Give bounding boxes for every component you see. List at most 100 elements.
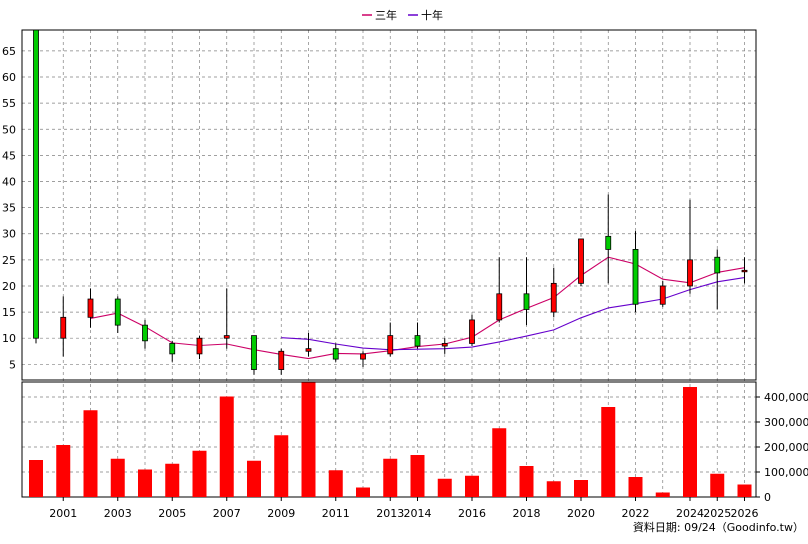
year-tick-label: 2011 — [322, 507, 350, 520]
price-tick-label: 30 — [2, 228, 16, 241]
volume-bar — [465, 475, 479, 497]
price-tick-label: 60 — [2, 71, 16, 84]
candle-body — [414, 335, 421, 347]
volume-tick-label: 0 — [764, 491, 771, 504]
price-tick-label: 65 — [2, 45, 16, 58]
volume-bar — [165, 463, 180, 497]
year-tick-label: 2024 — [676, 507, 704, 520]
candle-body — [578, 238, 584, 284]
candle-body — [632, 249, 639, 305]
year-axis-ticks: 2001 2003 2005 2007 2009 2011 2013 2014 2016 2018… — [49, 497, 759, 520]
candle-body — [360, 353, 366, 360]
volume-bar — [356, 487, 370, 497]
year-tick-label: 2026 — [731, 507, 759, 520]
candle-body — [523, 293, 530, 310]
volume-bar — [492, 428, 507, 497]
legend: 三年 十年 — [362, 8, 443, 22]
legend-label: 三年 — [375, 8, 397, 22]
volume-tick-label: 100,000 — [764, 466, 808, 479]
volume-axis-ticks: 0 100,000 200,000 300,000 400,000 — [756, 391, 808, 504]
candle-body — [33, 29, 39, 339]
plot-frame — [21, 29, 757, 498]
candle-body — [60, 316, 67, 339]
candle-body — [305, 348, 312, 352]
candle-body — [741, 269, 748, 273]
volume-bar — [83, 410, 98, 497]
year-tick-label: 2005 — [158, 507, 186, 520]
volume-bar — [574, 480, 588, 497]
price-tick-label: 55 — [2, 97, 16, 110]
price-tick-label: 45 — [2, 149, 16, 162]
candle-body — [469, 319, 475, 344]
price-axis-ticks: 5 10 15 20 25 30 35 40 45 50 55 60 65 — [2, 45, 16, 371]
candle-body — [714, 256, 721, 274]
candle-body — [196, 337, 203, 355]
candle-body — [496, 293, 503, 321]
year-tick-label: 2009 — [267, 507, 295, 520]
volume-bar — [247, 460, 261, 497]
candle-body — [114, 298, 121, 326]
volume-bar — [274, 435, 289, 497]
year-tick-label: 2013 — [376, 507, 404, 520]
volume-bar — [737, 484, 752, 497]
volume-bar — [110, 458, 125, 497]
candle-body — [142, 324, 148, 342]
candle-body — [169, 343, 176, 355]
volume-bar — [301, 382, 316, 497]
year-tick-label: 2001 — [49, 507, 77, 520]
volume-bar — [410, 455, 425, 497]
volume-bar — [219, 396, 234, 497]
price-tick-label: 40 — [2, 175, 16, 188]
volume-bar — [56, 445, 71, 497]
price-tick-label: 10 — [2, 332, 16, 345]
volume-tick-label: 300,000 — [764, 416, 808, 429]
volume-bar — [601, 407, 616, 497]
volume-bar — [437, 478, 452, 497]
candle-body — [87, 298, 94, 318]
grid-lines — [22, 30, 756, 498]
candle-body — [278, 350, 285, 370]
price-tick-label: 5 — [9, 358, 16, 371]
year-tick-label: 2007 — [213, 507, 241, 520]
volume-bars — [29, 382, 752, 497]
year-tick-label: 2016 — [458, 507, 486, 520]
candle-body — [687, 259, 693, 287]
volume-bar — [383, 458, 398, 497]
year-tick-label: 2014 — [404, 507, 432, 520]
price-tick-label: 20 — [2, 280, 16, 293]
volume-bar — [710, 473, 725, 497]
volume-bar — [683, 387, 697, 497]
year-tick-label: 2025 — [703, 507, 731, 520]
year-tick-label: 2018 — [513, 507, 541, 520]
year-tick-label: 2022 — [622, 507, 650, 520]
volume-bar — [546, 481, 561, 497]
candle-body — [332, 348, 339, 360]
volume-bar — [192, 450, 207, 497]
price-tick-label: 15 — [2, 306, 16, 319]
price-tick-label: 25 — [2, 254, 16, 267]
volume-bar — [328, 470, 343, 497]
volume-tick-label: 200,000 — [764, 441, 808, 454]
candle-body — [659, 285, 666, 305]
volume-bar — [655, 492, 670, 497]
volume-bar — [628, 477, 643, 497]
candle-body — [550, 282, 557, 313]
footer-source: 資料日期: 09/24（Goodinfo.tw） — [633, 520, 804, 534]
year-tick-label: 2003 — [104, 507, 132, 520]
price-panel-border — [21, 29, 757, 381]
year-tick-label: 2020 — [567, 507, 595, 520]
candle-body — [223, 335, 230, 339]
candle-body — [251, 335, 257, 370]
price-candles — [33, 29, 748, 375]
price-tick-label: 35 — [2, 202, 16, 215]
volume-bar — [138, 469, 152, 497]
volume-bar — [29, 460, 43, 497]
candle-body — [387, 335, 394, 355]
price-tick-label: 50 — [2, 123, 16, 136]
candle-body — [441, 343, 448, 347]
legend-label: 十年 — [421, 8, 443, 22]
ma-line-ten-year — [281, 277, 745, 351]
volume-bar — [519, 466, 534, 497]
volume-tick-label: 400,000 — [764, 391, 808, 404]
